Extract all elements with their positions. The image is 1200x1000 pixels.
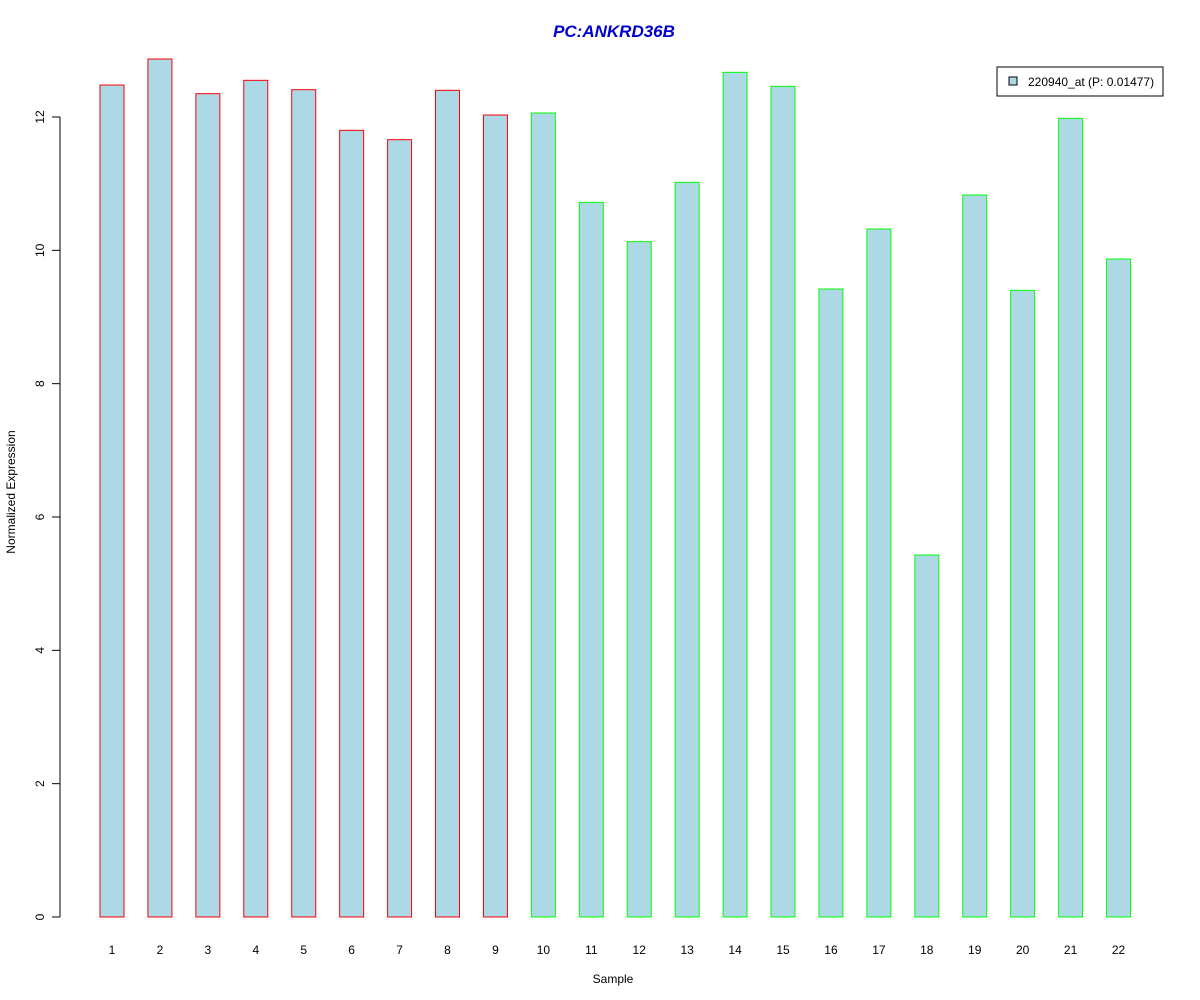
- x-tick-label: 5: [300, 943, 307, 957]
- x-tick-label: 10: [537, 943, 551, 957]
- legend-swatch: [1008, 76, 1018, 86]
- y-tick-label: 2: [33, 780, 47, 787]
- bar-sample-14: [722, 71, 748, 918]
- x-tick-label: 12: [633, 943, 647, 957]
- bar-sample-13: [674, 181, 700, 918]
- x-axis-label: Sample: [593, 972, 634, 986]
- x-tick-label: 17: [872, 943, 886, 957]
- x-tick-label: 20: [1016, 943, 1030, 957]
- y-tick-label: 0: [33, 913, 47, 920]
- x-tick-label: 14: [728, 943, 742, 957]
- bar-sample-7: [387, 139, 413, 918]
- legend: 220940_at (P: 0.01477): [996, 66, 1164, 97]
- y-axis-label: Normalized Expression: [4, 430, 18, 553]
- x-tick-label: 16: [824, 943, 838, 957]
- bar-sample-20: [1010, 289, 1036, 918]
- bars-group: [99, 58, 1132, 918]
- bar-sample-3: [195, 93, 221, 918]
- y-tick-label: 4: [33, 647, 47, 654]
- x-tick-label: 4: [252, 943, 259, 957]
- bar-sample-18: [914, 554, 940, 918]
- bar-sample-19: [962, 194, 988, 918]
- x-tick-label: 1: [109, 943, 116, 957]
- bar-sample-16: [818, 288, 844, 918]
- x-axis-tick-labels: 1 2 3 4 5 6 7 8 9 10 11 12 13 14 15 16 17 18 19 20 21 22: [109, 943, 1126, 957]
- x-tick-label: 3: [205, 943, 212, 957]
- y-tick-label: 10: [33, 243, 47, 257]
- bar-sample-22: [1106, 258, 1132, 918]
- bar-sample-5: [291, 89, 317, 918]
- y-tick-label: 12: [33, 110, 47, 124]
- legend-label: 220940_at (P: 0.01477): [1028, 75, 1154, 89]
- x-tick-label: 2: [157, 943, 164, 957]
- chart-title: PC:ANKRD36B: [553, 22, 675, 41]
- bar-sample-6: [339, 129, 365, 918]
- bar-sample-4: [243, 79, 269, 918]
- y-tick-label: 6: [33, 513, 47, 520]
- bar-sample-2: [147, 58, 173, 918]
- bar-sample-17: [866, 228, 892, 918]
- x-tick-label: 9: [492, 943, 499, 957]
- bar-sample-15: [770, 85, 796, 918]
- legend-box: [996, 66, 1164, 97]
- y-axis-ticks: 0 2 4 6 8 10 12: [33, 110, 60, 920]
- bar-sample-8: [435, 89, 461, 918]
- bar-sample-11: [578, 201, 604, 918]
- x-tick-label: 6: [348, 943, 355, 957]
- bar-sample-12: [626, 241, 652, 918]
- bar-sample-1: [99, 84, 125, 918]
- x-tick-label: 15: [776, 943, 790, 957]
- x-tick-label: 18: [920, 943, 934, 957]
- x-tick-label: 21: [1064, 943, 1078, 957]
- bar-sample-21: [1058, 117, 1084, 918]
- y-tick-label: 8: [33, 380, 47, 387]
- x-tick-label: 11: [585, 943, 598, 957]
- x-tick-label: 7: [396, 943, 403, 957]
- bar-sample-10: [530, 112, 556, 918]
- x-tick-label: 13: [680, 943, 694, 957]
- x-tick-label: 8: [444, 943, 451, 957]
- x-tick-label: 19: [968, 943, 982, 957]
- bar-sample-9: [482, 114, 508, 918]
- x-tick-label: 22: [1112, 943, 1126, 957]
